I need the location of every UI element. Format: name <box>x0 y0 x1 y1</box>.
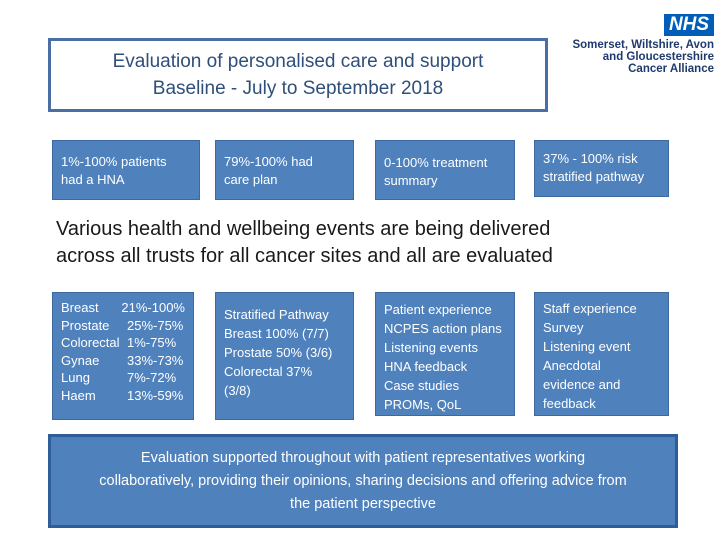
cancer-sites-card: Breast 21%-100% Prostate 25%-75% Colorecta… <box>52 292 194 420</box>
hna-card: 1%-100% patients had a HNA <box>52 140 200 200</box>
logo-line-1: Somerset, Wiltshire, Avon <box>572 39 714 51</box>
stratified-line-1: Stratified Pathway <box>224 307 329 322</box>
hna-card-line-1: 1%-100% patients <box>61 154 167 169</box>
care-plan-card-line-1: 79%-100% had <box>224 154 313 169</box>
stratified-line-5: (3/8) <box>224 383 251 398</box>
site-range: 33%-73% <box>127 352 184 368</box>
site-name: Haem <box>61 387 96 403</box>
site-name: Prostate <box>61 317 110 333</box>
site-row: Haem 13%-59% <box>61 387 185 405</box>
events-line-1: Various health and wellbeing events are … <box>56 218 551 240</box>
site-range: 13%-59% <box>127 387 184 403</box>
hna-card-line-2: had a HNA <box>61 172 125 187</box>
risk-stratified-line-2: stratified pathway <box>543 169 645 184</box>
patient-line-3: Listening events <box>384 340 478 355</box>
footer-line-2: collaboratively, providing their opinion… <box>99 472 627 489</box>
care-plan-card-line-2: care plan <box>224 172 278 187</box>
risk-stratified-line-1: 37% - 100% risk <box>543 151 638 166</box>
site-name: Breast <box>61 300 99 315</box>
staff-line-3: Listening event <box>543 339 631 354</box>
evaluation-footer: Evaluation supported throughout with pat… <box>48 434 678 528</box>
treatment-summary-card: 0-100% treatment summary <box>375 140 515 200</box>
patient-line-6: PROMs, QoL <box>384 397 462 412</box>
stratified-pathway-card: Stratified Pathway Breast 100% (7/7) Pro… <box>215 292 354 420</box>
site-range: 7%-72% <box>127 370 177 385</box>
title-box: Evaluation of personalised care and supp… <box>48 38 548 112</box>
care-plan-card: 79%-100% had care plan <box>215 140 354 200</box>
footer-line-3: the patient perspective <box>290 495 436 512</box>
staff-line-2: Survey <box>543 320 584 335</box>
logo-line-3: Cancer Alliance <box>628 63 714 75</box>
stratified-line-3: Prostate 50% (3/6) <box>224 345 333 360</box>
site-name: Lung <box>61 370 90 385</box>
nhs-logo: NHS <box>664 14 714 36</box>
logo-line-2: and Gloucestershire <box>602 51 714 63</box>
risk-stratified-card: 37% - 100% risk stratified pathway <box>534 140 669 197</box>
site-row: Gynae 33%-73% <box>61 352 185 370</box>
staff-line-4: Anecdotal <box>543 358 601 373</box>
patient-line-1: Patient experience <box>384 302 492 317</box>
site-range: 1%-75% <box>127 335 177 350</box>
site-name: Colorectal <box>61 335 120 350</box>
site-row: Colorectal 1%-75% <box>61 334 185 352</box>
staff-line-5: evidence and <box>543 377 621 392</box>
alliance-logo: NHS Somerset, Wiltshire, Avon and Glouce… <box>554 14 716 76</box>
patient-line-5: Case studies <box>384 378 460 393</box>
events-statement: Various health and wellbeing events are … <box>56 216 696 270</box>
stratified-line-2: Breast 100% (7/7) <box>224 326 329 341</box>
site-row: Lung 7%-72% <box>61 369 185 387</box>
patient-experience-card: Patient experience NCPES action plans Li… <box>375 292 515 416</box>
site-row: Breast 21%-100% <box>61 299 185 317</box>
site-name: Gynae <box>61 352 100 368</box>
staff-line-1: Staff experience <box>543 301 637 316</box>
treatment-summary-line-1: 0-100% treatment <box>384 155 488 170</box>
footer-line-1: Evaluation supported throughout with pat… <box>140 449 586 466</box>
title-line-1: Evaluation of personalised care and supp… <box>112 51 484 72</box>
staff-line-6: feedback <box>543 396 596 411</box>
staff-experience-card: Staff experience Survey Listening event … <box>534 292 669 416</box>
title-line-2: Baseline - July to September 2018 <box>152 78 444 99</box>
treatment-summary-line-2: summary <box>384 173 438 188</box>
site-range: 25%-75% <box>127 317 184 333</box>
patient-line-4: HNA feedback <box>384 359 468 374</box>
site-range: 21%-100% <box>121 300 185 315</box>
events-line-2: across all trusts for all cancer sites a… <box>56 245 553 267</box>
stratified-line-4: Colorectal 37% <box>224 364 313 379</box>
site-row: Prostate 25%-75% <box>61 317 185 335</box>
patient-line-2: NCPES action plans <box>384 321 502 336</box>
